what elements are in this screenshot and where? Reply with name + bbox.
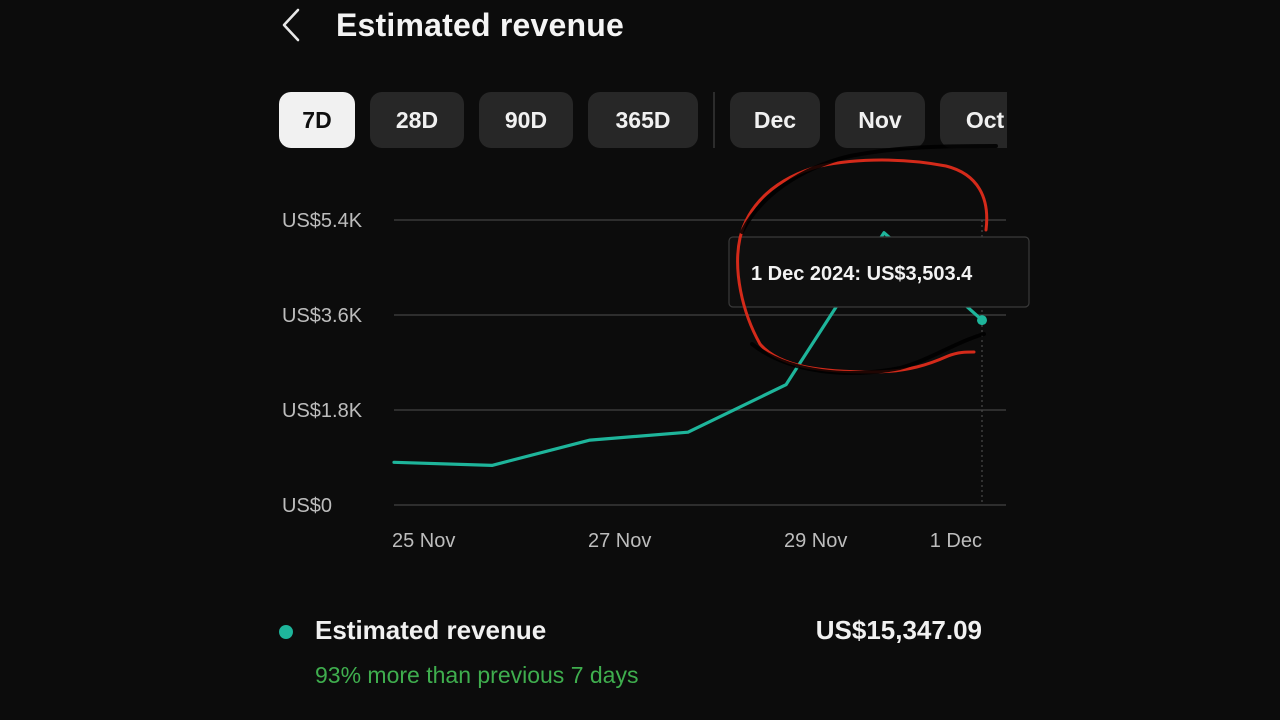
chevron-left-icon bbox=[282, 8, 300, 42]
y-tick-label: US$1.8K bbox=[282, 400, 363, 422]
summary-label: Estimated revenue bbox=[315, 615, 547, 645]
chip-28d[interactable]: 28D bbox=[370, 92, 464, 148]
comparison-text: 93% more than previous 7 days bbox=[315, 662, 639, 688]
back-button[interactable] bbox=[278, 3, 318, 47]
annotation-stroke-dark-top bbox=[740, 144, 998, 234]
series-line-estimated-revenue bbox=[392, 231, 984, 467]
y-tick-label: US$3.6K bbox=[282, 305, 363, 327]
chip-365d[interactable]: 365D bbox=[588, 92, 698, 148]
y-tick-label: US$5.4K bbox=[282, 210, 363, 232]
summary-row: Estimated revenue US$15,347.09 bbox=[279, 612, 982, 652]
page-title: Estimated revenue bbox=[336, 6, 624, 43]
data-points bbox=[977, 315, 987, 326]
tooltip-text: 1 Dec 2024: US$3,503.4 bbox=[751, 263, 973, 285]
x-tick-label: 27 Nov bbox=[588, 530, 651, 552]
x-tick-label: 25 Nov bbox=[392, 530, 455, 552]
period-selector: 7D 28D 90D 365D Dec Nov Oct bbox=[279, 92, 1007, 148]
x-tick-label: 29 Nov bbox=[784, 530, 847, 552]
chip-dec[interactable]: Dec bbox=[730, 92, 820, 148]
chip-divider bbox=[713, 92, 715, 148]
chart-gridlines bbox=[394, 219, 1006, 506]
chart-tooltip: 1 Dec 2024: US$3,503.4 bbox=[728, 236, 1030, 308]
series-color-dot bbox=[279, 625, 293, 639]
app-header: Estimated revenue bbox=[278, 0, 624, 50]
chip-7d[interactable]: 7D bbox=[279, 92, 355, 148]
tooltip-box bbox=[728, 236, 1030, 308]
hand-drawn-circle-annotation bbox=[736, 144, 998, 375]
chip-nov[interactable]: Nov bbox=[835, 92, 925, 148]
data-point bbox=[977, 315, 987, 326]
chip-90d[interactable]: 90D bbox=[479, 92, 573, 148]
chip-oct[interactable]: Oct bbox=[940, 92, 1007, 148]
y-axis-labels: US$0 US$1.8K US$3.6K US$5.4K bbox=[282, 210, 363, 517]
y-tick-label: US$0 bbox=[282, 495, 332, 517]
annotation-stroke-dark-bottom bbox=[750, 332, 986, 375]
annotation-circle-red bbox=[736, 158, 989, 374]
x-axis-labels: 25 Nov 27 Nov 29 Nov 1 Dec bbox=[392, 530, 982, 552]
x-tick-label: 1 Dec bbox=[930, 530, 982, 552]
summary-value: US$15,347.09 bbox=[815, 615, 982, 645]
